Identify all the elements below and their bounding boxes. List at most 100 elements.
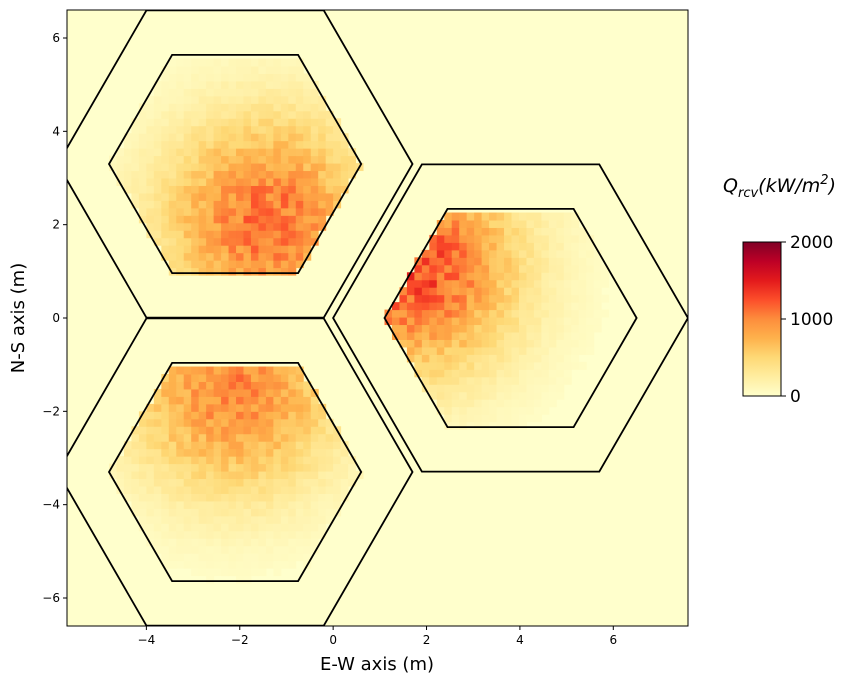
heat-cell <box>168 192 177 201</box>
heat-cell <box>586 332 595 340</box>
heat-cell <box>421 354 430 363</box>
heat-cell <box>325 178 334 186</box>
heat-cell <box>198 245 207 254</box>
heat-cell <box>466 384 475 393</box>
heat-cell <box>228 207 237 216</box>
heat-cell <box>250 515 259 524</box>
heat-cell <box>191 463 200 472</box>
heat-cell <box>236 486 244 494</box>
heat-cell <box>183 170 192 179</box>
heat-cell <box>198 418 207 427</box>
heat-cell <box>489 399 498 408</box>
heat-cell <box>258 230 267 239</box>
heat-cell <box>496 369 505 378</box>
heat-cell <box>153 133 162 142</box>
heat-cell <box>228 118 237 127</box>
heat-cell <box>153 155 162 164</box>
heat-cell <box>213 523 222 532</box>
heat-cell <box>288 95 297 104</box>
heat-cell <box>541 324 550 333</box>
heat-cell <box>325 508 334 517</box>
heat-cell <box>123 178 132 186</box>
heat-cell <box>161 140 170 149</box>
heat-cell <box>236 463 244 472</box>
heat-cell <box>526 272 535 281</box>
heat-cell <box>198 448 207 457</box>
heat-cell <box>459 302 468 311</box>
heat-cell <box>325 185 334 194</box>
heat-cell <box>198 148 207 157</box>
heat-cell <box>265 403 274 412</box>
heat-cell <box>183 110 192 119</box>
heat-cell <box>310 500 319 509</box>
heat-cell <box>273 252 282 261</box>
heat-cell <box>213 388 222 397</box>
heat-cell <box>213 200 222 209</box>
heat-cell <box>191 252 200 261</box>
heat-cell <box>466 279 475 288</box>
heat-cell <box>280 185 289 194</box>
heat-cell <box>221 478 230 487</box>
heat-cell <box>198 456 207 465</box>
heat-cell <box>563 376 572 385</box>
heat-cell <box>578 272 587 281</box>
heat-cell <box>280 207 289 216</box>
heat-cell <box>273 73 282 82</box>
heat-cell <box>243 403 252 412</box>
heat-cell <box>183 178 192 186</box>
heat-cell <box>340 456 349 465</box>
heat-cell <box>131 185 140 194</box>
heat-cell <box>280 222 289 231</box>
heat-cell <box>176 260 185 269</box>
colorbar-title-units: (kW/m <box>758 175 820 197</box>
heat-cell <box>213 493 222 502</box>
heat-cell <box>213 125 222 134</box>
heat-cell <box>310 403 319 412</box>
heat-cell <box>183 80 192 89</box>
heat-cell <box>459 220 468 228</box>
heat-cell <box>273 374 282 382</box>
heat-cell <box>213 403 222 412</box>
heat-cell <box>250 486 259 494</box>
heat-cell <box>421 339 430 348</box>
heat-cell <box>406 346 415 355</box>
heat-cell <box>280 230 289 239</box>
heat-cell <box>489 287 498 296</box>
heat-cell <box>198 80 207 89</box>
heat-cell <box>295 374 304 382</box>
heat-cell <box>206 478 215 487</box>
heat-cell <box>265 118 274 127</box>
heat-cell <box>198 200 207 209</box>
heat-cell <box>265 178 274 186</box>
heat-cell <box>533 257 542 266</box>
heat-cell <box>436 287 445 296</box>
heat-cell <box>429 346 438 355</box>
heat-cell <box>496 406 505 415</box>
heat-cell <box>504 414 512 423</box>
heat-cell <box>533 391 542 400</box>
heat-cell <box>206 178 215 186</box>
heat-cell <box>265 381 274 390</box>
heat-cell <box>176 125 185 134</box>
heat-cell <box>153 515 162 524</box>
heat-cell <box>436 332 445 340</box>
heat-cell <box>295 530 304 539</box>
heat-cell <box>578 324 587 333</box>
heat-cell <box>183 237 192 246</box>
heat-cell <box>198 553 207 562</box>
heat-cell <box>459 257 468 266</box>
heat-cell <box>318 515 327 524</box>
heat-cell <box>303 80 312 89</box>
heat-cell <box>436 272 445 281</box>
heat-cell <box>421 369 430 378</box>
heat-cell <box>183 478 192 487</box>
heat-cell <box>556 317 565 326</box>
heat-cell <box>556 227 565 236</box>
heat-cell <box>280 500 289 509</box>
heat-cell <box>399 302 408 311</box>
heat-cell <box>325 433 334 442</box>
heat-cell <box>273 215 282 224</box>
heat-cell <box>243 381 252 390</box>
heat-cell <box>221 178 230 186</box>
heat-cell <box>168 260 177 269</box>
